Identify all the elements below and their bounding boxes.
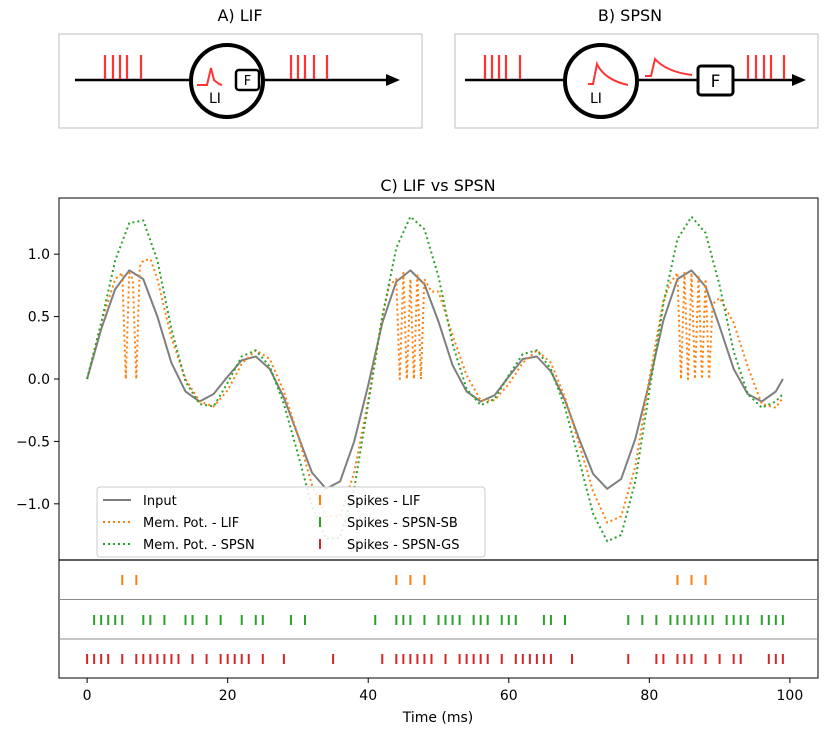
chart-title: C) LIF vs SPSN (380, 176, 495, 195)
panel-a-membrane-trace (197, 67, 223, 86)
x-tick-label: 0 (83, 688, 92, 704)
panel-a-arrowhead (386, 74, 400, 86)
line-series (86, 215, 784, 543)
panel-a-output-spikes (289, 55, 329, 79)
legend-spikes-gs-label: Spikes - SPSN-GS (347, 538, 459, 553)
panel-a-input-spikes (103, 55, 143, 79)
y-tick-label: −1.0 (16, 497, 50, 513)
legend-input-label: Input (143, 494, 177, 509)
x-tick-label: 20 (219, 688, 237, 704)
panel-a-f-label: F (244, 74, 251, 89)
legend-spikes-sb-label: Spikes - SPSN-SB (347, 516, 458, 531)
legend-box (96, 486, 486, 558)
panel-b-membrane-trace (588, 60, 629, 86)
series-input-line (86, 269, 784, 490)
x-tick-label: 60 (500, 688, 518, 704)
legend: Input Mem. Pot. - LIF Mem. Pot. - SPSN S… (96, 486, 486, 558)
x-tick-label: 100 (777, 688, 804, 704)
series-spsn-line (86, 215, 784, 543)
panel-b-diagram: LI F (454, 33, 819, 129)
panel-a-diagram: LI F (58, 33, 423, 129)
panel-b-li-label: LI (590, 91, 602, 107)
panel-a-li-label: LI (209, 91, 221, 107)
x-axis: 0 20 40 60 80 100 (83, 678, 804, 704)
x-axis-label: Time (ms) (402, 710, 474, 726)
panel-a-neuron-circle (189, 43, 265, 119)
y-tick-label: 0.5 (28, 310, 50, 326)
y-tick-label: 0.0 (28, 372, 50, 388)
y-axis: −1.0 −0.5 0.0 0.5 1.0 (16, 247, 59, 513)
plot-frame (58, 197, 819, 679)
panel-a-title: A) LIF (217, 6, 263, 25)
panel-a-f-box (234, 68, 261, 92)
y-tick-label: −0.5 (16, 434, 50, 450)
legend-lif-label: Mem. Pot. - LIF (143, 516, 239, 531)
panel-b-output-spikes (746, 55, 786, 79)
panel-b-f-box (696, 64, 735, 97)
spike-raster (86, 575, 784, 664)
legend-spikes-lif-label: Spikes - LIF (347, 494, 420, 509)
panel-b-f-label: F (711, 72, 721, 92)
y-tick-label: 1.0 (28, 247, 50, 263)
x-tick-label: 40 (359, 688, 377, 704)
x-tick-label: 80 (640, 688, 658, 704)
panel-b-input-spikes (483, 55, 522, 79)
panel-b-title: B) SPSN (597, 6, 663, 25)
panel-b-filtered-trace (645, 56, 693, 77)
panel-b-neuron-circle (563, 43, 639, 119)
panel-b-arrowhead (792, 74, 806, 86)
legend-spsn-label: Mem. Pot. - SPSN (143, 538, 255, 553)
